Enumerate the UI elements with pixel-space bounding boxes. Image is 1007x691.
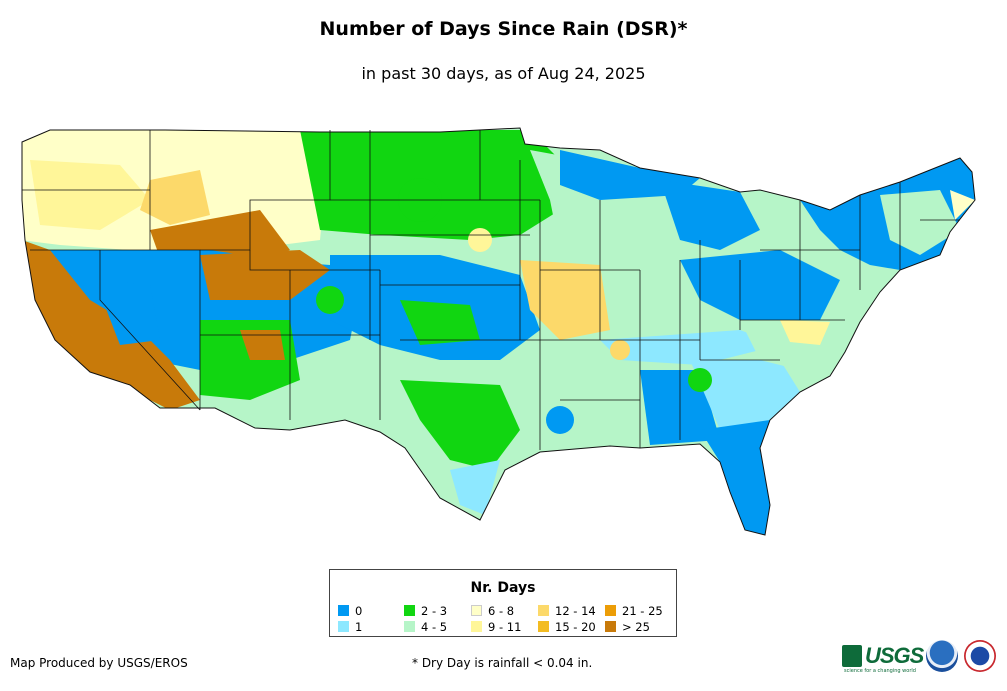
region-georgia-light: [690, 360, 800, 430]
legend-item-0: 0: [338, 605, 362, 617]
region-florida: [700, 420, 770, 535]
legend-label-1: 1: [355, 620, 363, 634]
region-maine-pale: [950, 190, 975, 220]
region-tennessee-light: [600, 330, 780, 365]
map-title: Number of Days Since Rain (DSR)*: [319, 18, 688, 40]
legend-label-2: 2 - 3: [421, 604, 448, 618]
legend-item-6: 12 - 14: [538, 605, 596, 617]
legend: Nr. Days 0 1 2 - 3 4 - 5 6 - 8 9 - 11 12…: [329, 569, 677, 637]
legend-swatch-1: [338, 621, 349, 632]
region-idaho-amber: [140, 170, 210, 225]
region-oregon-tan: [30, 160, 150, 230]
dry-day-footnote: * Dry Day is rainfall < 0.04 in.: [412, 656, 593, 670]
conus-outline: [21, 127, 976, 536]
legend-item-4: 6 - 8: [471, 605, 514, 617]
patch-yellow-1: [468, 228, 492, 252]
usgs-tagline: science for a changing world: [844, 668, 916, 674]
legend-item-9: > 25: [605, 621, 650, 633]
legend-swatch-9: [605, 621, 616, 632]
legend-item-3: 4 - 5: [404, 621, 447, 633]
region-michigan: [660, 180, 760, 250]
legend-item-1: 1: [338, 621, 362, 633]
legend-label-6: 12 - 14: [555, 604, 596, 618]
legend-label-8: 21 - 25: [622, 604, 663, 618]
legend-swatch-0: [338, 605, 349, 616]
state-borders: [22, 130, 960, 450]
usgs-logo: USGS: [842, 643, 924, 669]
legend-swatch-2: [404, 605, 415, 616]
map-subtitle: in past 30 days, as of Aug 24, 2025: [361, 64, 646, 83]
legend-swatch-7: [538, 621, 549, 632]
region-california: [22, 240, 200, 410]
legend-swatch-3: [404, 621, 415, 632]
legend-label-5: 9 - 11: [488, 620, 522, 634]
region-texas-green: [400, 380, 520, 470]
legend-item-7: 15 - 20: [538, 621, 596, 633]
legend-item-5: 9 - 11: [471, 621, 521, 633]
legend-label-3: 4 - 5: [421, 620, 448, 634]
region-texas-coast: [450, 460, 500, 515]
legend-swatch-5: [471, 621, 482, 632]
legend-label-0: 0: [355, 604, 363, 618]
patch-tan-2: [610, 340, 630, 360]
patch-green-2: [688, 368, 712, 392]
region-utah-brown: [200, 250, 330, 300]
region-nm-brown: [240, 330, 285, 360]
patch-blue-1: [546, 406, 574, 434]
usgs-logo-text: USGS: [865, 643, 924, 668]
legend-label-4: 6 - 8: [488, 604, 515, 618]
region-va-yellow: [780, 320, 830, 345]
conus-map: [21, 127, 976, 536]
legend-label-7: 15 - 20: [555, 620, 596, 634]
usgs-wave-icon: [842, 645, 862, 667]
legend-title: Nr. Days: [470, 580, 536, 596]
region-kansas-green: [400, 300, 480, 345]
patch-tan-1: [542, 272, 578, 308]
legend-swatch-4: [471, 605, 482, 616]
noaa-seal-icon: [926, 640, 958, 672]
map-credit: Map Produced by USGS/EROS: [10, 656, 188, 670]
legend-item-8: 21 - 25: [605, 605, 663, 617]
legend-label-9: > 25: [622, 620, 650, 634]
region-nv-blue-pocket: [95, 280, 160, 345]
agency-logos: USGS science for a changing world: [842, 640, 1002, 680]
legend-swatch-8: [605, 605, 616, 616]
legend-item-2: 2 - 3: [404, 605, 447, 617]
patch-green-3: [316, 286, 344, 314]
nws-seal-icon: [964, 640, 996, 672]
legend-swatch-6: [538, 605, 549, 616]
